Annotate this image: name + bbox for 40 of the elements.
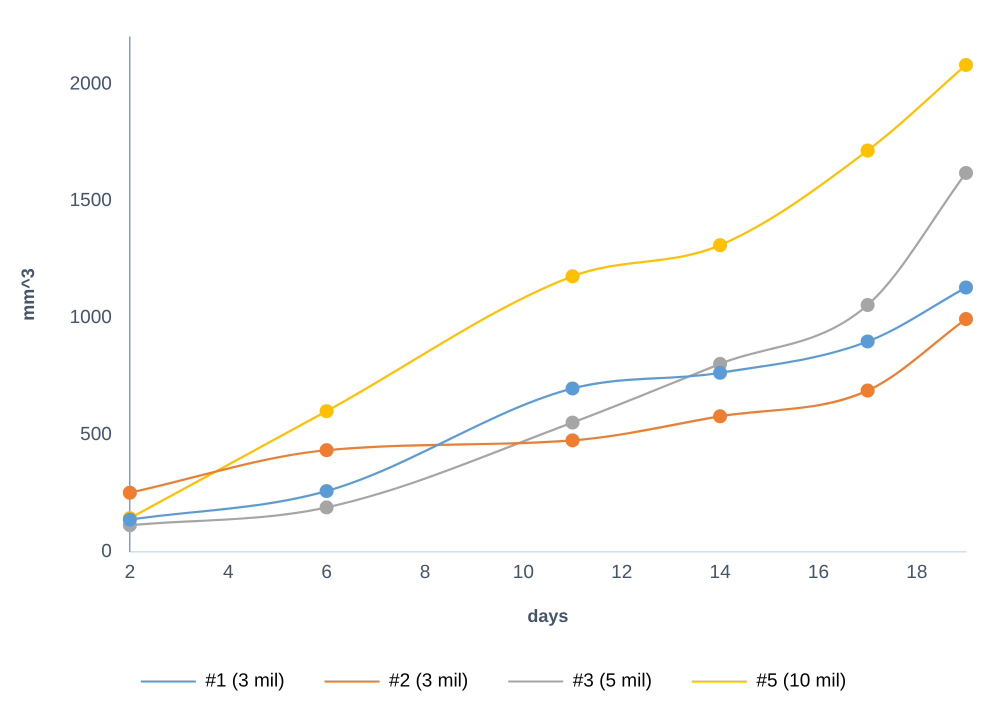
point	[566, 433, 580, 448]
point	[713, 409, 728, 424]
point	[566, 416, 580, 430]
point	[959, 280, 973, 294]
x-tick-label: 14	[710, 562, 732, 584]
y-tick-label: 2000	[70, 73, 112, 94]
x-tick-label: 8	[420, 562, 430, 584]
y-axis-title: mm^3	[18, 268, 38, 321]
point	[320, 404, 334, 418]
y-tick-label: 500	[80, 424, 112, 445]
point	[860, 298, 875, 312]
x-tick-label: 18	[906, 562, 928, 584]
point	[320, 500, 334, 514]
point	[959, 312, 973, 326]
x-tick-label: 16	[808, 562, 830, 584]
y-tick-label: 0	[101, 540, 112, 562]
point	[320, 484, 334, 498]
point	[860, 334, 875, 348]
x-axis-title: days	[527, 606, 568, 626]
x-tick-label: 12	[611, 562, 632, 584]
legend-label: #1 (3 mil)	[205, 670, 285, 692]
y-tick-label: 1000	[70, 307, 112, 328]
point	[959, 58, 973, 72]
point	[713, 238, 728, 252]
x-tick-label: 2	[124, 562, 136, 584]
x-tick-label: 4	[222, 562, 234, 584]
point	[959, 166, 973, 180]
point	[860, 144, 875, 158]
y-tick-label: 1500	[70, 190, 112, 212]
point	[860, 384, 875, 398]
point	[566, 269, 580, 284]
point	[320, 443, 334, 458]
point	[122, 486, 137, 500]
legend-label: #5 (10 mil)	[756, 670, 846, 692]
point	[566, 381, 580, 396]
legend-label: #3 (5 mil)	[572, 670, 652, 692]
legend-label: #2 (3 mil)	[389, 670, 468, 692]
x-tick-label: 6	[321, 562, 332, 584]
point	[713, 366, 728, 380]
x-tick-label: 10	[512, 562, 534, 584]
